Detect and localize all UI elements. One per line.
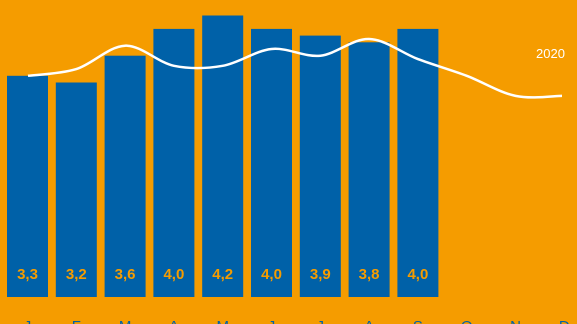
x-tick-label: J bbox=[24, 318, 32, 324]
x-tick-label: J bbox=[268, 318, 276, 324]
bar-value-label: 4,0 bbox=[261, 266, 282, 283]
bar-value-label: 3,2 bbox=[66, 266, 87, 283]
bar-m-5 bbox=[202, 15, 244, 297]
bar-m-3 bbox=[104, 55, 146, 298]
x-tick-label: A bbox=[364, 318, 374, 324]
line-series-2020 bbox=[27, 37, 563, 99]
x-tick-label: F bbox=[72, 318, 81, 324]
bar-value-label: 4,0 bbox=[163, 266, 184, 283]
x-tick-label: M bbox=[119, 318, 132, 324]
bar-j-6 bbox=[251, 28, 292, 298]
bar-value-label: 3,8 bbox=[359, 266, 380, 283]
x-tick-label: O bbox=[461, 318, 473, 324]
bar-a-4 bbox=[153, 28, 195, 298]
bar-value-label: 3,3 bbox=[17, 266, 38, 283]
bar-j-1 bbox=[7, 75, 48, 297]
x-tick-label: M bbox=[216, 318, 229, 324]
x-tick-label: N bbox=[510, 318, 521, 324]
x-tick-label: A bbox=[169, 318, 179, 324]
bar-value-label: 3,6 bbox=[115, 266, 136, 283]
x-tick-label: D bbox=[559, 318, 570, 324]
bar-value-label: 4,0 bbox=[407, 266, 428, 283]
x-tick-label: S bbox=[413, 318, 423, 324]
bar-series bbox=[7, 15, 439, 298]
x-tick-label: J bbox=[317, 318, 325, 324]
bar-value-label: 3,9 bbox=[310, 266, 331, 283]
bar-value-labels: 3,3 3,2 3,6 4,0 4,2 4,0 3,9 3,8 4,0 bbox=[17, 266, 428, 283]
bar-a-8 bbox=[348, 42, 390, 297]
bar-value-label: 4,2 bbox=[212, 266, 233, 283]
line-series-label: 2020 bbox=[536, 46, 565, 61]
bar-s-9 bbox=[397, 28, 439, 298]
bar-j-7 bbox=[299, 35, 341, 297]
bar-f-2 bbox=[55, 82, 97, 297]
x-axis-tick-labels: JFMAMJJASOND bbox=[24, 318, 570, 324]
